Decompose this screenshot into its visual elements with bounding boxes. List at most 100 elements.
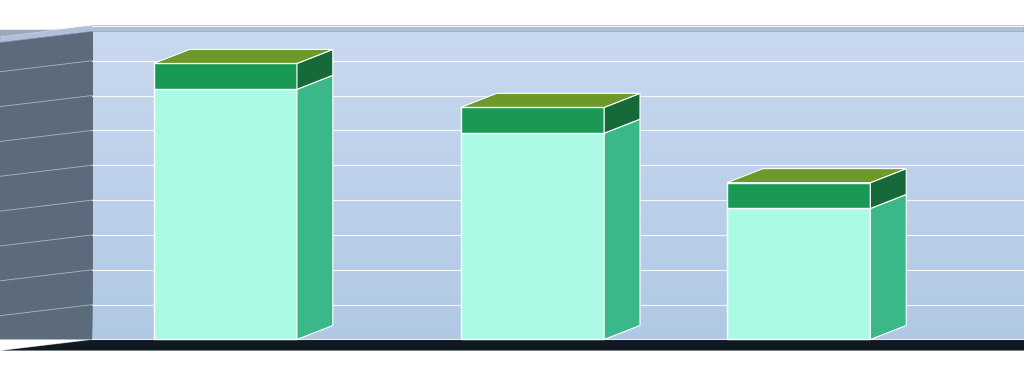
Bar: [92, 76, 1024, 78]
Polygon shape: [604, 93, 640, 133]
Bar: [92, 193, 1024, 196]
Bar: [92, 298, 1024, 300]
Polygon shape: [0, 28, 92, 241]
Polygon shape: [0, 26, 92, 69]
Bar: [92, 167, 1024, 170]
Polygon shape: [0, 28, 92, 206]
Bar: [92, 245, 1024, 248]
Bar: [461, 133, 604, 339]
Polygon shape: [0, 29, 92, 308]
Polygon shape: [0, 26, 1024, 42]
Bar: [92, 125, 1024, 128]
Bar: [92, 308, 1024, 311]
Bar: [92, 91, 1024, 94]
Bar: [92, 52, 1024, 55]
Polygon shape: [0, 28, 92, 163]
Bar: [92, 238, 1024, 240]
Polygon shape: [0, 27, 92, 124]
Polygon shape: [0, 29, 92, 296]
Polygon shape: [0, 29, 92, 277]
Bar: [92, 222, 1024, 224]
Polygon shape: [0, 29, 92, 300]
Polygon shape: [0, 26, 92, 73]
Polygon shape: [0, 29, 92, 261]
Bar: [92, 101, 1024, 104]
Bar: [92, 201, 1024, 204]
Bar: [92, 313, 1024, 316]
Polygon shape: [0, 27, 92, 85]
Bar: [92, 65, 1024, 68]
Bar: [92, 198, 1024, 201]
Bar: [92, 133, 1024, 135]
Bar: [92, 164, 1024, 167]
Bar: [92, 128, 1024, 130]
Polygon shape: [0, 28, 92, 167]
Bar: [92, 235, 1024, 238]
Polygon shape: [0, 28, 92, 187]
Bar: [92, 217, 1024, 219]
Polygon shape: [0, 29, 92, 253]
Polygon shape: [0, 28, 92, 202]
Bar: [92, 28, 1024, 31]
Polygon shape: [0, 30, 92, 324]
Polygon shape: [0, 28, 92, 183]
Bar: [92, 290, 1024, 292]
Bar: [92, 282, 1024, 284]
Bar: [92, 107, 1024, 110]
Bar: [92, 303, 1024, 306]
Polygon shape: [0, 27, 92, 120]
Polygon shape: [297, 49, 333, 89]
Polygon shape: [0, 26, 92, 61]
Polygon shape: [0, 27, 92, 81]
Polygon shape: [0, 28, 92, 198]
Bar: [92, 324, 1024, 327]
Polygon shape: [0, 29, 92, 289]
Bar: [92, 159, 1024, 162]
Bar: [92, 83, 1024, 86]
Bar: [92, 41, 1024, 44]
Bar: [92, 94, 1024, 96]
Bar: [92, 321, 1024, 324]
Bar: [92, 99, 1024, 101]
Polygon shape: [604, 119, 640, 339]
Bar: [92, 177, 1024, 180]
Bar: [92, 73, 1024, 76]
Bar: [92, 230, 1024, 232]
Bar: [92, 31, 1024, 34]
Polygon shape: [0, 28, 92, 214]
Bar: [92, 188, 1024, 190]
Polygon shape: [0, 26, 92, 53]
Polygon shape: [0, 27, 92, 128]
Polygon shape: [0, 27, 92, 100]
Polygon shape: [0, 27, 92, 155]
Bar: [154, 89, 297, 339]
Polygon shape: [0, 27, 92, 89]
Bar: [92, 196, 1024, 199]
Bar: [92, 49, 1024, 52]
Polygon shape: [0, 28, 92, 222]
Bar: [92, 154, 1024, 156]
Bar: [92, 175, 1024, 177]
Polygon shape: [0, 26, 92, 45]
Polygon shape: [0, 30, 92, 332]
Bar: [92, 110, 1024, 112]
Bar: [92, 156, 1024, 159]
Bar: [92, 332, 1024, 334]
Polygon shape: [0, 28, 92, 249]
Bar: [92, 162, 1024, 164]
Bar: [92, 272, 1024, 274]
Bar: [92, 120, 1024, 123]
Polygon shape: [870, 194, 906, 339]
Polygon shape: [0, 27, 92, 96]
Bar: [92, 327, 1024, 329]
Bar: [92, 44, 1024, 47]
Bar: [92, 135, 1024, 138]
Polygon shape: [0, 29, 92, 273]
Polygon shape: [0, 30, 92, 320]
Bar: [92, 115, 1024, 117]
Bar: [92, 318, 1024, 321]
Bar: [92, 256, 1024, 258]
Bar: [92, 170, 1024, 172]
Polygon shape: [0, 28, 92, 175]
Bar: [92, 311, 1024, 313]
